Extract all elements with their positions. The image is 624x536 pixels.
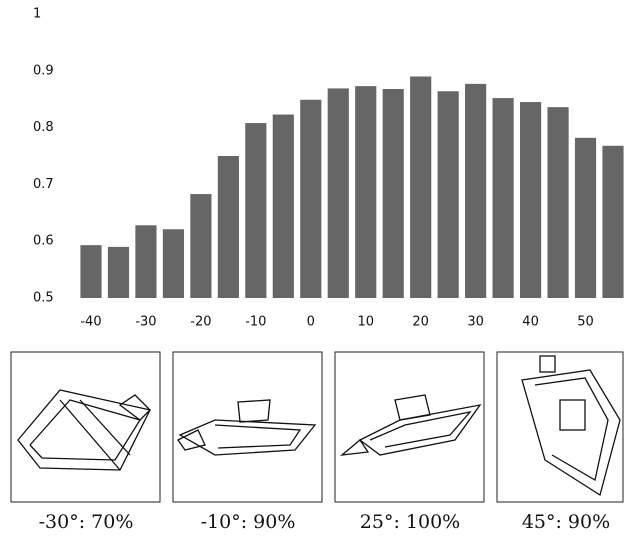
- panel-caption: 25°: 100%: [360, 511, 460, 533]
- bar: [520, 102, 541, 298]
- panel-caption: 45°: 90%: [522, 511, 610, 533]
- x-tick-label: -40: [80, 315, 101, 330]
- panel-frame: [11, 352, 160, 502]
- y-tick-label: 0.7: [33, 177, 54, 192]
- bar: [575, 138, 596, 298]
- x-tick-label: 20: [412, 315, 429, 330]
- bar: [602, 146, 623, 298]
- bar: [355, 86, 376, 298]
- y-tick-label: 0.5: [33, 291, 54, 306]
- y-tick-label: 0.8: [33, 120, 54, 135]
- x-tick-label: 10: [357, 315, 374, 330]
- y-tick-label: 0.9: [33, 63, 54, 78]
- panel-caption: -30°: 70%: [39, 511, 134, 533]
- bar: [218, 156, 239, 298]
- bar: [273, 115, 294, 298]
- boat-sketch: [18, 390, 150, 470]
- x-tick-label: -20: [190, 315, 211, 330]
- panel-caption: -10°: 90%: [201, 511, 296, 533]
- bar: [547, 107, 568, 298]
- panel: 25°: 100%: [335, 352, 484, 533]
- bar: [410, 76, 431, 298]
- x-tick-label: 30: [467, 315, 484, 330]
- panel: 45°: 90%: [497, 352, 623, 533]
- panel: -10°: 90%: [173, 352, 322, 533]
- boat-sketch: [178, 400, 315, 455]
- bar: [80, 245, 101, 298]
- bar: [190, 194, 211, 298]
- bar: [438, 91, 459, 298]
- bar: [383, 89, 404, 298]
- x-tick-label: -30: [135, 315, 156, 330]
- panel-frame: [335, 352, 484, 502]
- x-tick-label: 0: [307, 315, 315, 330]
- bar: [465, 84, 486, 298]
- y-tick-label: 1: [33, 7, 41, 22]
- bar: [163, 229, 184, 298]
- x-tick-label: 50: [577, 315, 594, 330]
- panel: -30°: 70%: [11, 352, 160, 533]
- bar: [245, 123, 266, 298]
- bar: [108, 247, 129, 298]
- x-tick-label: 40: [522, 315, 539, 330]
- bar: [300, 100, 321, 298]
- figure: -30°: 70% -10°: 90% 25°: 100% 45°: 90%: [0, 0, 624, 536]
- x-tick-label: -10: [245, 315, 266, 330]
- boat-sketch: [522, 356, 620, 495]
- bar: [328, 88, 349, 298]
- boat-sketch: [342, 395, 480, 455]
- y-tick-label: 0.6: [33, 234, 54, 249]
- bar: [135, 225, 156, 298]
- bar: [493, 98, 514, 298]
